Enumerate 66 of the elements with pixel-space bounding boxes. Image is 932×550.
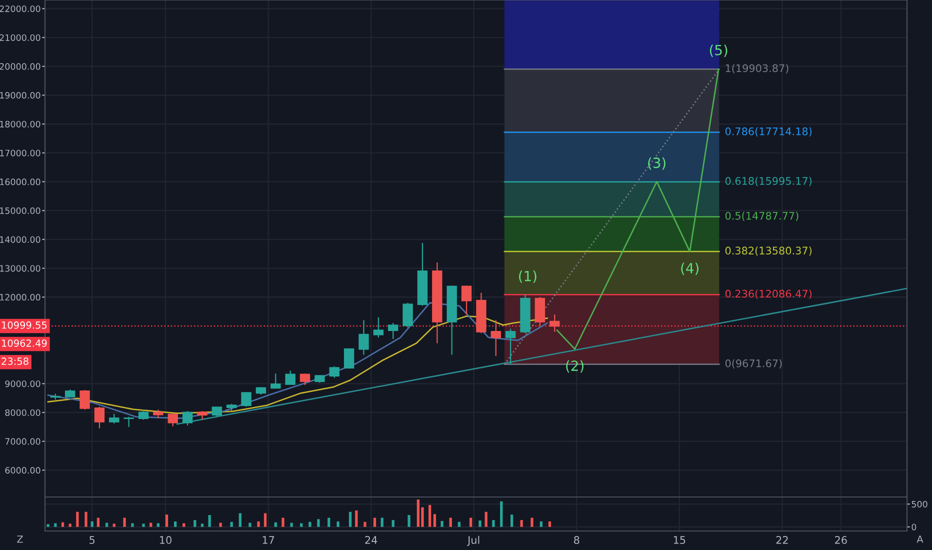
text: A (916, 536, 924, 543)
y-tick-label: 19000.00 (0, 92, 40, 99)
text: 23:58 (2, 358, 28, 365)
y-tick-label: 21000.00 (0, 34, 40, 41)
candlestick (461, 285, 472, 315)
y-tick-label: 6000.00 (5, 467, 40, 474)
ref-line-label: 0.236(12086.47) (725, 290, 812, 299)
candlestick (285, 370, 296, 385)
x-tick-label: Jul (467, 536, 480, 546)
x-tick-label: 15 (674, 536, 686, 544)
candlestick (534, 296, 546, 327)
candlestick (138, 409, 149, 420)
y-tick-label: 15000.00 (0, 207, 40, 214)
ref-line-label: 0.786(17714.18) (725, 127, 812, 137)
y-tick-label: 20000.00 (0, 63, 40, 70)
candlestick (505, 328, 516, 365)
ref-line-label: 0.382(13580.37) (725, 246, 812, 256)
annotation: (2) (566, 360, 584, 373)
candlestick (182, 410, 193, 426)
annotation: (4) (681, 262, 698, 276)
y-tick-label: 18000.00 (0, 120, 40, 128)
x-tick-label: 24 (365, 536, 378, 544)
annotation: (1) (519, 270, 536, 283)
x-tick-label: 10 (160, 536, 172, 544)
y-tick-label: 14000.00 (0, 236, 40, 243)
candlestick (329, 366, 340, 378)
x-tick-label: 22 (776, 536, 788, 544)
candlestick (402, 302, 413, 328)
y-tick-label: 7000.00 (5, 438, 40, 445)
x-tick-label: 5 (90, 536, 95, 544)
y-tick-label: 500 (912, 500, 928, 508)
candlestick (109, 413, 120, 424)
ref-line-label: 0.5(14787.77) (725, 212, 798, 221)
candlestick (550, 314, 560, 332)
candlestick (358, 320, 369, 356)
candlestick (388, 322, 398, 340)
y-tick-label: 9000.00 (5, 380, 40, 388)
annotation: 10962.49 (2, 339, 47, 347)
y-tick-label: 22000.00 (0, 5, 40, 12)
ref-line-label: 10999.55 (2, 321, 47, 329)
candlestick (373, 316, 384, 338)
y-tick-label: 17000.00 (0, 150, 40, 156)
y-tick-label: 12000.00 (0, 294, 40, 301)
ref-line-label: 0.618(15995.17) (725, 176, 812, 186)
y-tick-label: 8000.00 (5, 409, 40, 416)
candlestick (212, 406, 222, 418)
candlestick (344, 348, 354, 370)
candlestick (490, 320, 501, 357)
annotation: (5) (710, 44, 728, 57)
candlestick (80, 389, 90, 410)
candlestick (270, 372, 281, 389)
x-tick-label: 26 (835, 536, 847, 544)
text: Z (17, 536, 23, 543)
y-tick-label: 16000.00 (0, 178, 40, 186)
candlestick (168, 413, 178, 427)
candlestick (300, 372, 310, 386)
x-tick-label: 17 (262, 536, 274, 544)
candlestick (94, 406, 105, 429)
y-tick-label: 13000.00 (0, 265, 40, 272)
y-tick-label: 0 (912, 524, 916, 530)
x-tick-label: 8 (574, 536, 580, 544)
annotation: (3) (648, 157, 666, 170)
candlestick (241, 392, 252, 408)
ref-line-label: 1(19903.87) (726, 64, 788, 74)
candlestick (124, 416, 134, 428)
ref-line-label: 0(9671.67) (725, 359, 782, 369)
